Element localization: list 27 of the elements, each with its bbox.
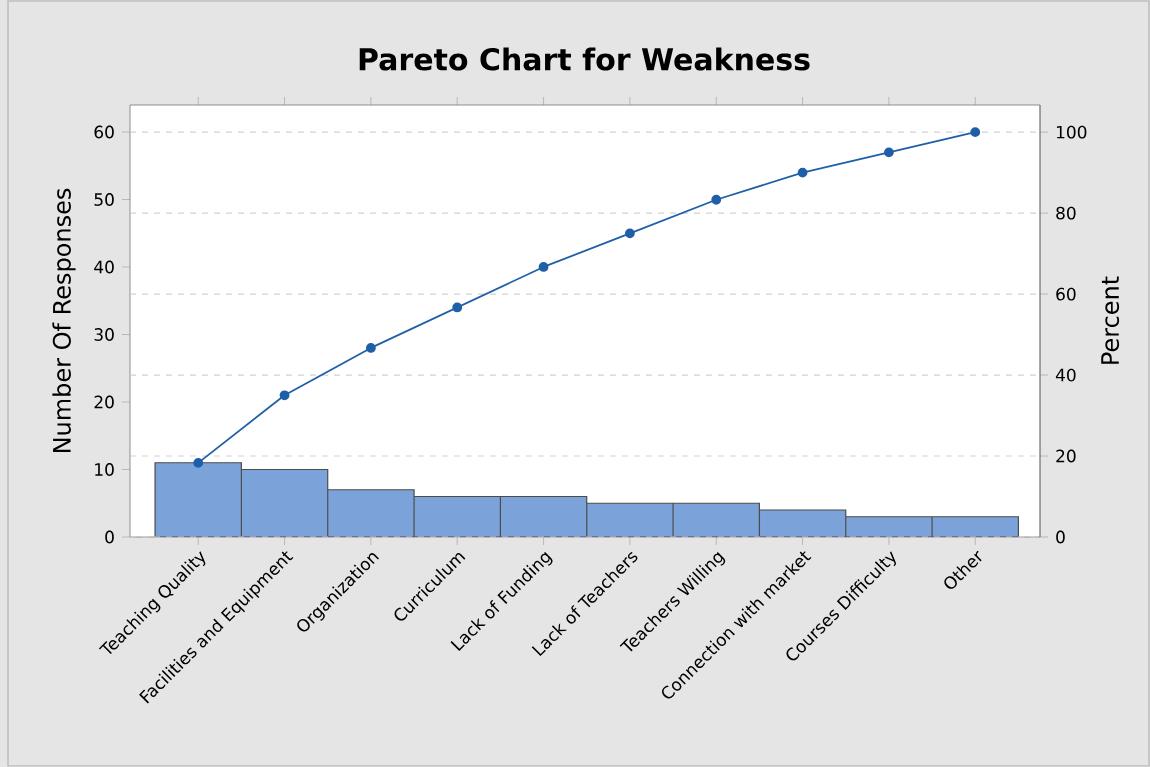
y-tick-label: 50	[94, 193, 114, 206]
y-tick-label: 40	[94, 260, 114, 274]
y-tick-label: 20	[94, 395, 114, 409]
bar	[931, 516, 1020, 537]
y2-tick-label: 100	[1056, 125, 1087, 139]
point	[625, 228, 635, 239]
point	[193, 458, 204, 468]
point	[884, 147, 894, 158]
point	[452, 302, 463, 313]
y2-tick-label: 20	[1056, 449, 1076, 463]
chart-title: Pareto Chart for Weakness	[359, 47, 810, 71]
y-tick-label: 60	[94, 125, 114, 139]
y-tick-label: 10	[95, 463, 114, 476]
point	[797, 167, 808, 178]
y-tick-label: 0	[105, 530, 114, 544]
y2-tick-label: 0	[1056, 530, 1065, 544]
y2-tick-label: 60	[1056, 287, 1076, 301]
y-tick-label: 30	[94, 328, 114, 341]
point	[538, 262, 549, 272]
y2-axis-title: Percent	[1101, 276, 1120, 364]
point	[711, 194, 722, 205]
y2-tick-label: 80	[1056, 206, 1076, 220]
point	[970, 127, 981, 138]
point	[279, 390, 290, 401]
y2-tick-label: 40	[1055, 368, 1076, 382]
point	[365, 343, 376, 353]
y-axis-title: Number Of Responses	[52, 188, 76, 453]
